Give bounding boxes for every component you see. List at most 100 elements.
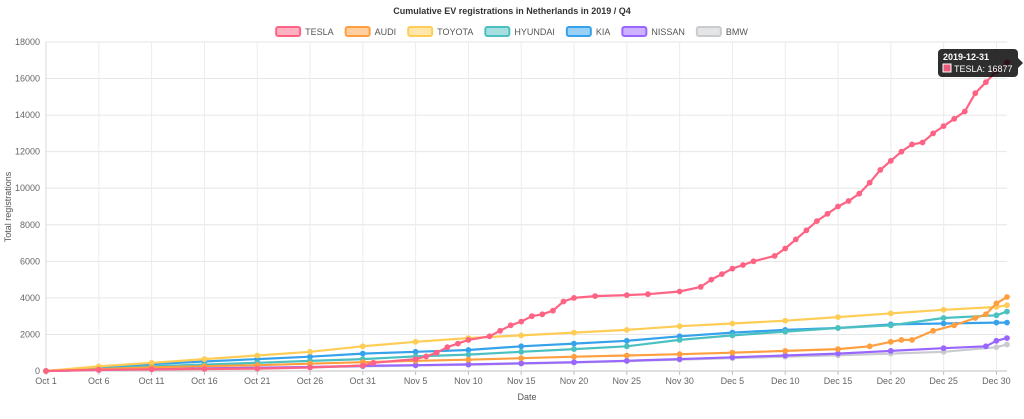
tooltip-title: 2019-12-31 bbox=[943, 52, 989, 62]
legend-swatch bbox=[695, 26, 722, 37]
data-point bbox=[465, 351, 472, 358]
data-point bbox=[518, 360, 525, 367]
data-point bbox=[993, 319, 1000, 326]
data-point bbox=[592, 293, 598, 300]
legend-label: TOYOTA bbox=[437, 27, 473, 37]
data-point bbox=[940, 123, 947, 129]
data-point bbox=[518, 332, 525, 339]
data-point bbox=[465, 356, 472, 363]
legend-swatch bbox=[407, 26, 434, 37]
data-point bbox=[835, 346, 841, 353]
data-point bbox=[814, 218, 820, 225]
data-point bbox=[307, 348, 313, 355]
data-point bbox=[1004, 302, 1010, 309]
series-layer bbox=[43, 59, 1010, 374]
legend-swatch bbox=[275, 26, 302, 37]
x-tick-label: Oct 31 bbox=[350, 376, 377, 386]
x-tick-label: Oct 1 bbox=[35, 376, 57, 386]
data-point bbox=[951, 115, 958, 122]
data-point bbox=[909, 141, 915, 148]
data-point bbox=[201, 366, 208, 372]
y-tick-label: 4000 bbox=[20, 293, 40, 303]
data-point bbox=[887, 157, 894, 164]
legend-swatch bbox=[621, 26, 648, 37]
legend-label: BMW bbox=[726, 27, 749, 37]
legend-item-hyundai[interactable]: HYUNDAI bbox=[484, 26, 555, 37]
data-point bbox=[729, 349, 736, 356]
data-point bbox=[835, 314, 841, 321]
legend[interactable]: TESLA AUDI TOYOTA HYUNDAI KIA NISSAN BMW bbox=[275, 26, 749, 37]
data-point bbox=[43, 368, 49, 374]
data-point bbox=[518, 343, 525, 350]
data-point bbox=[940, 345, 947, 352]
data-point bbox=[676, 323, 683, 330]
data-point bbox=[1004, 341, 1010, 348]
legend-item-audi[interactable]: AUDI bbox=[344, 26, 397, 37]
data-point bbox=[359, 362, 366, 369]
data-point bbox=[845, 198, 852, 204]
x-tick-label: Dec 30 bbox=[982, 376, 1011, 386]
data-point bbox=[887, 322, 894, 329]
x-tick-label: Nov 10 bbox=[454, 376, 483, 386]
data-point bbox=[359, 350, 366, 357]
data-point bbox=[835, 325, 841, 331]
tooltip-caret bbox=[1018, 58, 1023, 68]
x-tick-label: Nov 5 bbox=[404, 376, 428, 386]
data-point bbox=[370, 359, 377, 366]
x-tick-label: Dec 25 bbox=[929, 376, 958, 386]
data-point bbox=[782, 352, 789, 359]
data-point bbox=[571, 353, 577, 360]
legend-item-toyota[interactable]: TOYOTA bbox=[407, 26, 473, 37]
data-point bbox=[930, 130, 936, 137]
data-point bbox=[729, 332, 736, 339]
data-point bbox=[803, 227, 810, 234]
data-point bbox=[676, 351, 683, 358]
legend-label: NISSAN bbox=[651, 27, 685, 37]
data-point bbox=[866, 343, 873, 350]
data-point bbox=[940, 306, 947, 313]
data-point bbox=[887, 338, 894, 345]
data-point bbox=[560, 298, 567, 305]
data-point bbox=[254, 352, 261, 359]
data-point bbox=[930, 327, 936, 334]
data-point bbox=[983, 343, 989, 350]
x-tick-label: Oct 6 bbox=[88, 376, 110, 386]
data-point bbox=[835, 203, 841, 210]
data-point bbox=[623, 352, 630, 359]
data-point bbox=[571, 359, 577, 366]
data-point bbox=[623, 292, 630, 299]
data-point bbox=[697, 284, 704, 290]
data-point bbox=[518, 355, 525, 362]
y-tick-label: 16000 bbox=[15, 74, 40, 84]
legend-item-tesla[interactable]: TESLA bbox=[275, 26, 334, 37]
data-point bbox=[1004, 335, 1010, 342]
data-point bbox=[856, 190, 863, 197]
data-point bbox=[972, 315, 979, 321]
y-tick-label: 10000 bbox=[15, 183, 40, 193]
y-tick-label: 12000 bbox=[15, 147, 40, 157]
data-point bbox=[539, 311, 546, 318]
legend-label: AUDI bbox=[375, 27, 397, 37]
x-tick-label: Oct 21 bbox=[244, 376, 271, 386]
data-point bbox=[993, 344, 1000, 351]
data-point bbox=[824, 210, 831, 217]
data-point bbox=[571, 329, 577, 336]
data-point bbox=[201, 356, 208, 363]
data-point bbox=[729, 354, 736, 361]
legend-item-bmw[interactable]: BMW bbox=[695, 26, 749, 37]
legend-item-kia[interactable]: KIA bbox=[565, 26, 611, 37]
tooltip-box bbox=[938, 49, 1018, 77]
series-line bbox=[44, 61, 1009, 373]
data-point bbox=[412, 348, 419, 355]
data-point bbox=[497, 327, 504, 334]
x-tick-label: Nov 30 bbox=[665, 376, 694, 386]
data-point bbox=[455, 340, 461, 347]
data-point bbox=[486, 333, 493, 340]
chart-title: Cumulative EV registrations in Netherlan… bbox=[393, 6, 631, 16]
legend-swatch bbox=[484, 26, 511, 37]
legend-item-nissan[interactable]: NISSAN bbox=[621, 26, 685, 37]
data-point bbox=[919, 139, 926, 146]
legend-label: TESLA bbox=[305, 27, 334, 37]
